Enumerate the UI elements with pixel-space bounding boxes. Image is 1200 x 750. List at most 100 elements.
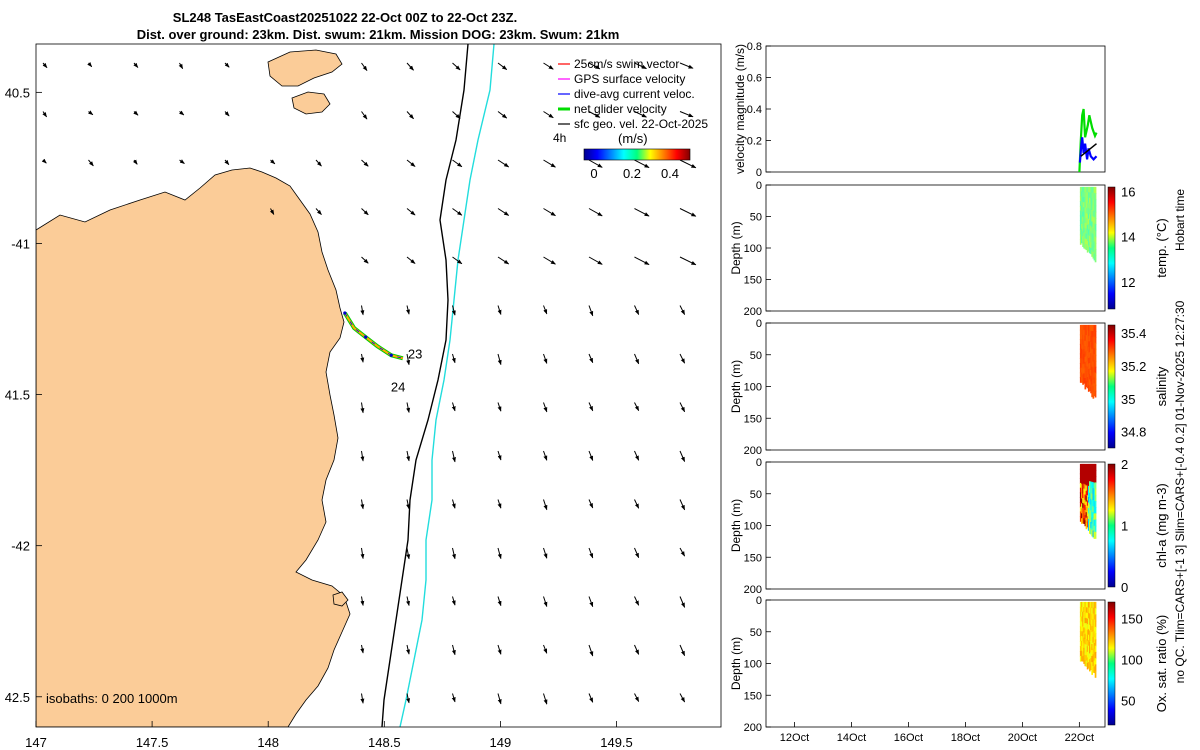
profile-cell bbox=[1090, 347, 1092, 354]
sfc-geo-vel-arrows bbox=[41, 62, 697, 705]
profile-cell bbox=[1094, 249, 1097, 257]
geo-vel-arrow bbox=[224, 159, 230, 166]
profile-cell bbox=[1090, 341, 1092, 349]
geo-vel-arrow bbox=[543, 256, 556, 265]
geo-vel-arrow bbox=[360, 693, 365, 704]
profile-cell bbox=[1093, 660, 1096, 668]
profile-cell bbox=[1085, 244, 1088, 251]
depth-colorbar bbox=[1107, 186, 1116, 310]
profile-cell bbox=[1094, 513, 1097, 521]
depth-panel-frame bbox=[765, 599, 1106, 728]
profile-cell bbox=[1083, 207, 1085, 214]
depth-tick-label: 200 bbox=[744, 445, 762, 457]
profile-cell bbox=[1081, 353, 1083, 359]
profile-cell bbox=[1084, 644, 1087, 651]
time-tick-label: 12Oct bbox=[780, 732, 809, 744]
profile-cell bbox=[1090, 375, 1092, 383]
profile-cell bbox=[1083, 237, 1085, 244]
profile-cell bbox=[1085, 633, 1088, 640]
map-x-tick-label: 149 bbox=[490, 735, 512, 750]
profile-cell bbox=[1090, 364, 1092, 371]
profile-cell bbox=[1085, 601, 1088, 608]
profile-cell bbox=[1079, 372, 1082, 379]
profile-cell bbox=[1089, 352, 1091, 359]
profile-cell bbox=[1089, 521, 1091, 529]
geo-vel-arrow bbox=[497, 547, 502, 560]
profile-cell bbox=[1081, 640, 1083, 647]
profile-cell bbox=[1089, 208, 1091, 215]
profile-cell bbox=[1085, 340, 1088, 347]
profile-cell bbox=[1082, 606, 1084, 613]
profile-cell bbox=[1081, 626, 1083, 632]
profile-cell bbox=[1091, 250, 1093, 257]
profile-cell bbox=[1079, 506, 1082, 513]
profile-cell bbox=[1085, 617, 1088, 624]
vel-tick-label: 0.4 bbox=[747, 104, 762, 116]
profile-cell bbox=[1089, 197, 1091, 205]
profile-cell bbox=[1085, 212, 1088, 219]
profile-cell bbox=[1092, 613, 1095, 621]
profile-cell bbox=[1091, 517, 1093, 525]
profile-cell bbox=[1087, 502, 1090, 509]
profile-cell bbox=[1094, 372, 1097, 380]
profile-cell bbox=[1082, 463, 1084, 470]
colorbar-label: Ox. sat. ratio (%) bbox=[1154, 615, 1169, 713]
profile-cell bbox=[1087, 662, 1090, 669]
profile-cell bbox=[1089, 346, 1091, 353]
profile-cell bbox=[1093, 476, 1096, 484]
geo-vel-arrow bbox=[361, 111, 368, 120]
profile-cell bbox=[1094, 384, 1097, 392]
profile-cell bbox=[1086, 203, 1089, 210]
profile-cell bbox=[1082, 626, 1084, 633]
hobart-time-note: Hobart time bbox=[1173, 189, 1187, 251]
profile-cell bbox=[1085, 501, 1088, 508]
geo-vel-arrow bbox=[679, 305, 686, 315]
profile-cell bbox=[1089, 624, 1091, 632]
profile-cell bbox=[1086, 186, 1089, 194]
profile-cell bbox=[1091, 644, 1093, 651]
map-colorbar-label: (m/s) bbox=[618, 131, 648, 146]
profile-cell bbox=[1086, 601, 1089, 609]
profile-cell bbox=[1084, 601, 1087, 608]
velocity-series-line bbox=[1078, 108, 1098, 173]
geo-vel-arrow bbox=[406, 256, 416, 264]
profile-cell bbox=[1081, 372, 1083, 379]
colorbar-label: chl-a (mg m-3) bbox=[1154, 483, 1169, 568]
profile-cell bbox=[1085, 512, 1088, 519]
profile-cell bbox=[1085, 350, 1088, 357]
profile-cell bbox=[1079, 502, 1082, 508]
geo-vel-arrow bbox=[452, 450, 456, 463]
profile-cell bbox=[1092, 246, 1095, 253]
geo-vel-arrow bbox=[406, 62, 414, 71]
profile-cell bbox=[1087, 358, 1090, 365]
profile-cell bbox=[1090, 663, 1092, 670]
profile-cell bbox=[1082, 191, 1084, 198]
profile-cell bbox=[1094, 193, 1097, 201]
geo-vel-arrow bbox=[406, 111, 414, 120]
geo-vel-arrow bbox=[406, 305, 410, 315]
colorbar-tick-label: 2 bbox=[1121, 457, 1128, 472]
profile-cell bbox=[1091, 227, 1093, 234]
profile-cell bbox=[1093, 666, 1096, 674]
profile-cell bbox=[1094, 614, 1097, 622]
profile-cell bbox=[1094, 482, 1097, 490]
profile-cell bbox=[1090, 209, 1092, 216]
profile-cell bbox=[1093, 389, 1096, 397]
profile-cell bbox=[1085, 360, 1088, 367]
profile-cell bbox=[1087, 245, 1090, 252]
profile-cell bbox=[1089, 607, 1091, 615]
profile-cell bbox=[1090, 646, 1092, 654]
profile-cell bbox=[1086, 484, 1089, 491]
map-y-tick-label: -42 bbox=[11, 539, 30, 554]
depth-colorbar bbox=[1107, 463, 1116, 588]
profile-cell bbox=[1082, 478, 1084, 485]
profile-cell bbox=[1085, 228, 1088, 235]
profile-cell bbox=[1091, 475, 1093, 483]
geo-vel-arrow bbox=[543, 111, 554, 119]
profile-cell bbox=[1087, 474, 1090, 482]
profile-cell bbox=[1081, 205, 1083, 211]
profile-cell bbox=[1083, 513, 1085, 519]
geo-vel-arrow bbox=[406, 208, 416, 216]
profile-cell bbox=[1084, 617, 1087, 624]
time-tick-label: 18Oct bbox=[951, 732, 980, 744]
